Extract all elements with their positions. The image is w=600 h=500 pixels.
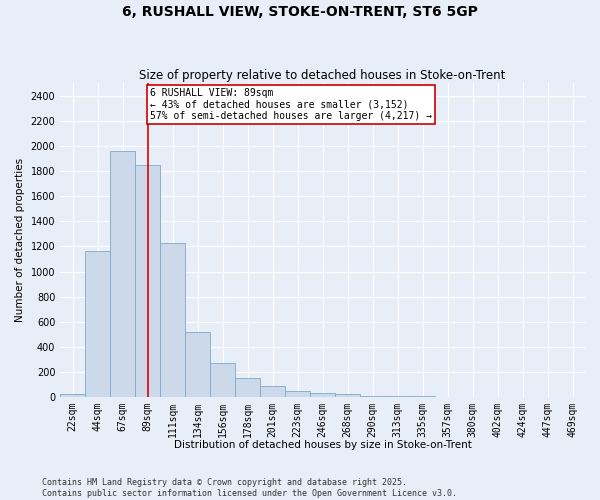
Bar (210, 363, 235, 397)
Bar (410, 396, 435, 397)
Bar (285, 391, 310, 397)
X-axis label: Distribution of detached houses by size in Stoke-on-Trent: Distribution of detached houses by size … (173, 440, 472, 450)
Text: Contains HM Land Registry data © Crown copyright and database right 2025.
Contai: Contains HM Land Registry data © Crown c… (42, 478, 457, 498)
Title: Size of property relative to detached houses in Stoke-on-Trent: Size of property relative to detached ho… (139, 69, 506, 82)
Bar (435, 396, 460, 397)
Bar (310, 394, 335, 397)
Bar (110, 151, 135, 397)
Text: 6 RUSHALL VIEW: 89sqm
← 43% of detached houses are smaller (3,152)
57% of semi-d: 6 RUSHALL VIEW: 89sqm ← 43% of detached … (150, 88, 432, 122)
Bar (85, 251, 110, 397)
Bar (135, 165, 160, 397)
Bar (260, 386, 285, 397)
Bar (360, 396, 385, 397)
Bar (185, 332, 210, 397)
Bar (235, 378, 260, 397)
Bar (385, 396, 410, 397)
Bar (160, 242, 185, 397)
Text: 6, RUSHALL VIEW, STOKE-ON-TRENT, ST6 5GP: 6, RUSHALL VIEW, STOKE-ON-TRENT, ST6 5GP (122, 5, 478, 19)
Bar (335, 394, 360, 397)
Bar (60, 394, 85, 397)
Y-axis label: Number of detached properties: Number of detached properties (15, 158, 25, 322)
